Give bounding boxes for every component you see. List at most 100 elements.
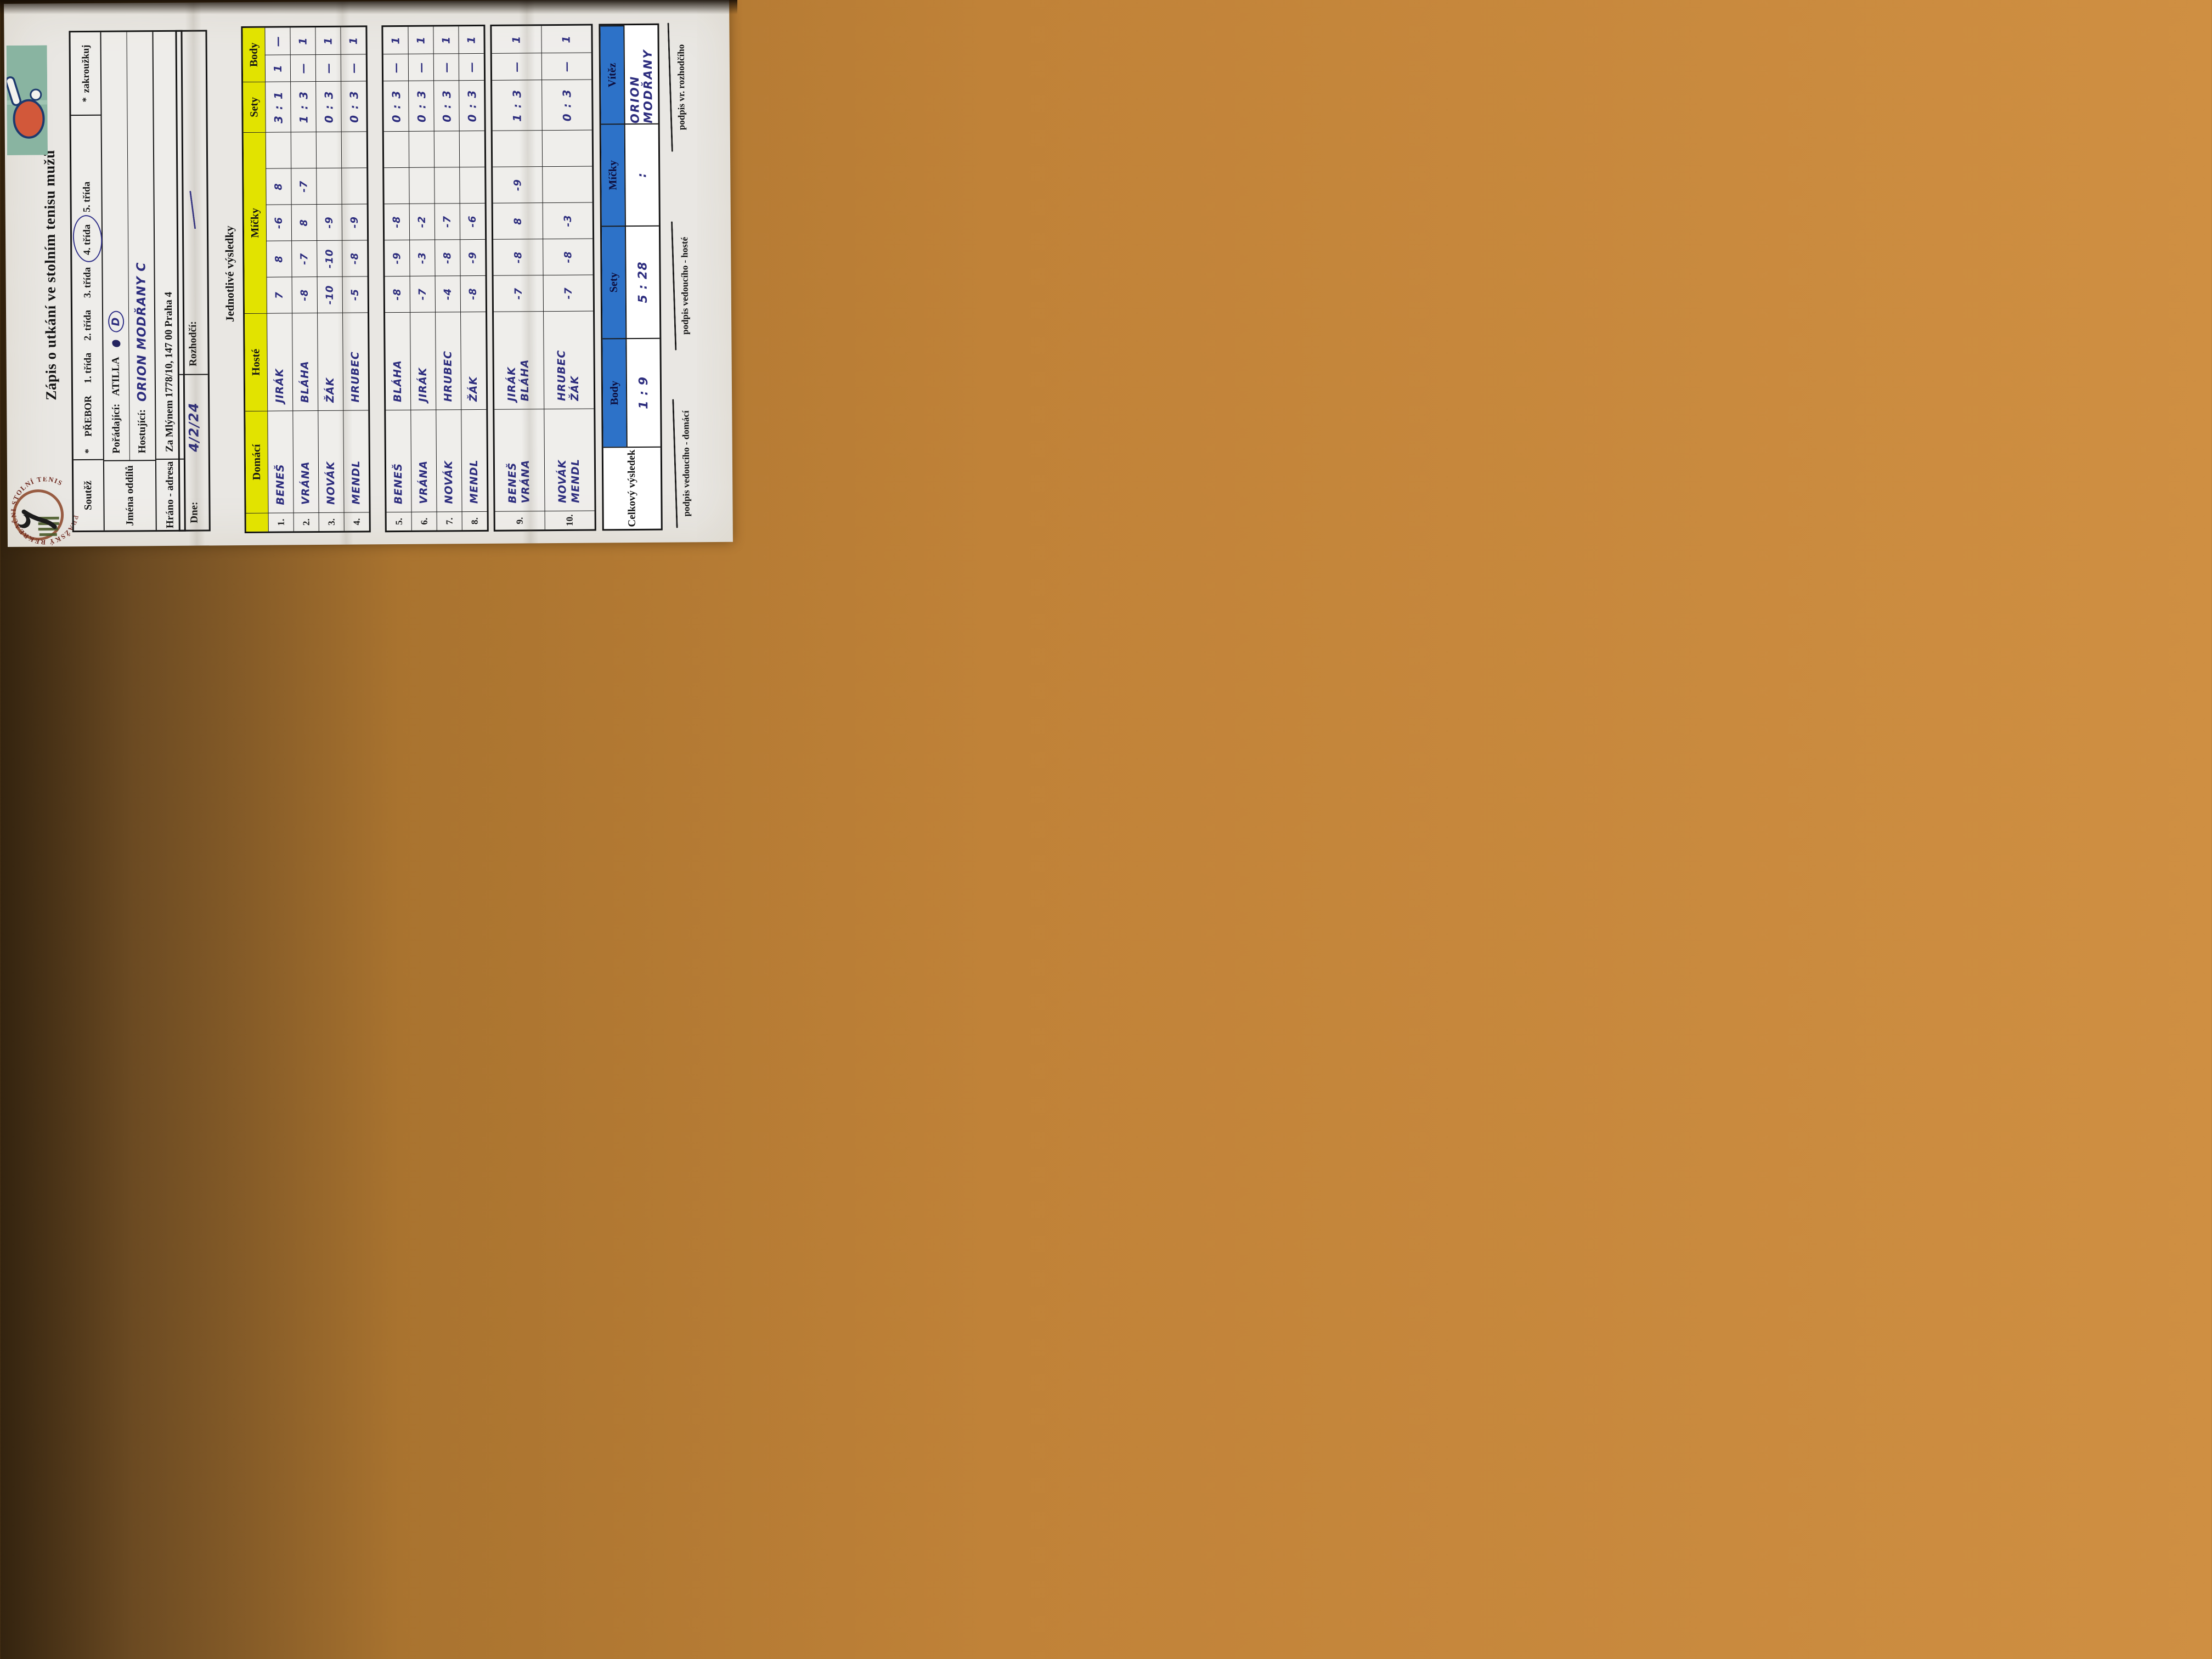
hoste-name: BLÁHA [292,313,318,411]
clubs-rows: Jména oddílů Pořádající: ATILLA D Hostuj… [101,32,156,531]
table-tennis-paddles-logo [5,45,50,155]
soutez-label: Soutěž [73,459,104,531]
body-hoste: 1 [510,35,523,44]
sety-value: 1 : 3 [290,81,316,132]
class-5: 5. třída [80,181,92,213]
match-row-10: 10. NOVÁK MENDL HRUBEC ŽÁK -7 -8 -3 0 : … [541,25,595,530]
set2-score: -9 [385,239,410,276]
domaci-name: NOVÁK [318,410,344,513]
match-number: 3. [318,512,344,532]
class-1: 1. třída [82,352,93,384]
sety-value: 0 : 3 [408,80,434,131]
star: * [82,448,94,454]
set1-score: -8 [291,276,318,313]
set4-score [384,167,409,204]
hostujici-value: ORION MODŘANY C [134,262,149,402]
body-domaci: 1 [264,54,291,82]
set3-score: -8 [384,203,410,240]
set5-score [459,130,485,167]
match-row-7: 7. NOVÁK HRUBEC -4 -8 -7 0 : 3 — 1 [433,26,462,531]
match-row-1: 1. BENEŠ JIRÁK 7 8 -6 8 3 : 1 1 — [264,27,294,532]
hostujici-label: Hostující: [136,409,148,454]
jmena-oddilu-label: Jména oddílů [104,460,156,531]
body-hoste: 1 [541,25,591,53]
set2-score: 8 [266,240,292,277]
body-hoste: — [264,27,290,55]
set5-score [315,131,342,168]
set2-score: -8 [493,239,543,275]
set4-score [434,167,460,204]
body-header: Body [242,27,266,82]
info-table: Soutěž * PŘEBOR 1. třída 2. třída 3. tří… [69,30,186,533]
hoste-pair: JIRÁK BLÁHA [494,311,544,409]
summary-micky-header: Míčky [601,123,625,226]
results-header-row: Domácí Hosté Míčky Sety Body [242,27,268,532]
match-number: 5. [386,511,411,531]
set2-score: -10 [317,240,342,277]
class-3: 3. třída [81,267,93,298]
match-row-8: 8. MENDL ŽÁK -8 -9 -6 0 : 3 — 1 [458,26,487,531]
set1-score: -8 [460,275,486,312]
poradajici-row: Pořádající: ATILLA D [101,32,130,460]
star: * [80,97,91,103]
sety-header: Sety [243,81,266,132]
set1-score: -4 [435,275,461,312]
match-number: 4. [343,512,369,531]
set1-score: -8 [385,275,410,313]
signature-line [672,399,678,528]
hoste-pair: HRUBEC ŽÁK [543,311,594,409]
hoste-header: Hosté [245,313,268,411]
class-2: 2. třída [81,309,93,341]
body-hoste: 1 [390,36,402,44]
dne-rozhodci-table: Dne: 4/2/24 Rozhodčí: [175,30,211,532]
results-table-block1: Domácí Hosté Míčky Sety Body 1. BENEŠ JI… [241,25,371,533]
domaci-name: BENEŠ [267,410,294,513]
set3-score: -2 [409,203,435,240]
summary-vitez-header: Vítěz [600,25,624,124]
summary-body-header: Body [602,338,627,447]
body-hoste: 1 [290,27,315,55]
hoste-name: HRUBEC [435,312,461,410]
match-row-9: 9. BENEŠ VRÁNA JIRÁK BLÁHA -7 -8 8 -9 1 … [492,26,545,530]
match-number: 9. [495,511,545,530]
match-row-2: 2. VRÁNA BLÁHA -8 -7 8 -7 1 : 3 — 1 [290,27,319,532]
set4-score: -7 [291,168,317,205]
domaci-name: BENEŠ [386,409,411,512]
match-number: 2. [293,512,319,532]
set4-score [409,167,435,204]
set5-score [341,131,367,168]
summary-sety-value: 5 : 28 [624,225,660,338]
summary-micky-value: : [624,123,659,226]
sety-value: 0 : 3 [315,81,341,132]
match-row-4: 4. MENDL HRUBEC -5 -8 -9 0 : 3 — 1 [340,27,369,531]
set3-score: -6 [459,202,486,240]
set3-score: -9 [341,204,368,240]
body-domaci: — [383,53,409,81]
summary-table: Celkový výsledek Body Sety Míčky Vítěz 1… [599,23,663,531]
set5-score [408,131,435,167]
sety-value: 3 : 1 [265,81,291,132]
results-table-block3: 9. BENEŠ VRÁNA JIRÁK BLÁHA -7 -8 8 -9 1 … [490,24,596,532]
signature-rozhodci: podpis vr. rozhodčího [667,22,687,152]
set5-score [492,130,543,167]
summary-sety-header: Sety [601,225,626,338]
set5-score [383,131,409,168]
results-heading: Jednotlivé výsledky [222,225,237,323]
hoste-name: ŽÁK [317,312,343,411]
set4-score [316,167,342,205]
set3-score: -3 [542,202,593,239]
dne-label: Dne: [188,501,200,523]
match-row-5: 5. BENEŠ BLÁHA -8 -9 -8 0 : 3 — 1 [383,27,411,531]
set1-score: -7 [409,275,436,312]
body-hoste: 1 [315,27,341,55]
set3-score: 8 [493,202,543,239]
club-emblem: PRAŽSKÝ REKREAČNÍ STOLNÍ TENIS [9,475,82,546]
rozhodci-label: Rozhodčí: [187,321,199,366]
body-domaci: — [492,53,542,80]
summary-body-value: 1 : 9 [625,337,661,447]
results-table-block2: 5. BENEŠ BLÁHA -8 -9 -8 0 : 3 — 1 6. VRÁ… [381,24,489,533]
match-row-6: 6. VRÁNA JIRÁK -7 -3 -2 0 : 3 — 1 [408,26,437,531]
sety-value: 0 : 3 [341,81,366,132]
domaci-name: NOVÁK [436,409,462,512]
sety-value: 1 : 3 [492,80,542,131]
